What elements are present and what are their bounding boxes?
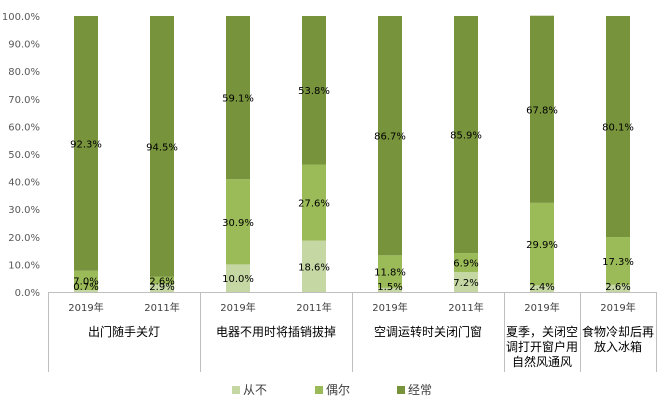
data-label: 7.0% — [73, 276, 98, 287]
y-tick-label: 0.0% — [15, 288, 40, 299]
data-label: 92.3% — [70, 139, 102, 150]
bar-segment — [606, 284, 630, 292]
y-axis: 0.0% 10.0% 20.0% 30.0% 40.0% 50.0% 60.0% 70.0% 8… — [2, 12, 40, 299]
bar-segment — [150, 16, 174, 277]
y-tick-label: 50.0% — [8, 150, 40, 161]
y-tick-label: 10.0% — [8, 260, 40, 271]
x-tick-label: 2011年 — [144, 301, 179, 314]
group-label: 食物冷却后再 — [582, 324, 654, 339]
bar-segment — [74, 270, 98, 291]
legend: 从不 偶尔 经常 — [232, 382, 432, 397]
bar-segment — [378, 287, 402, 292]
y-tick-label: 60.0% — [8, 122, 40, 133]
bar-segment — [606, 237, 630, 285]
data-label: 17.3% — [602, 257, 634, 268]
group-label: 调打开窗户用 — [506, 339, 578, 354]
data-label: 7.2% — [453, 278, 478, 289]
bar-segment — [74, 290, 98, 292]
legend-swatch — [232, 386, 240, 394]
y-tick-label: 30.0% — [8, 205, 40, 216]
bar-segment — [226, 264, 250, 292]
bar-segment — [530, 15, 554, 203]
data-label: 2.6% — [605, 282, 630, 293]
group-label: 放入冰箱 — [594, 339, 642, 354]
data-label: 1.5% — [377, 282, 402, 293]
y-tick-label: 40.0% — [8, 178, 40, 189]
bar-segment — [226, 179, 250, 265]
x-tick-label: 2019年 — [524, 301, 559, 314]
bar-segment — [226, 16, 250, 180]
legend-swatch — [397, 386, 405, 394]
bar-segment — [454, 16, 478, 254]
bar-segment — [378, 255, 402, 288]
data-label: 2.6% — [149, 276, 174, 287]
data-label: 0.7% — [73, 282, 98, 293]
group-label: 出门随手关灯 — [88, 324, 160, 339]
bar-segment — [150, 276, 174, 284]
group-label: 夏季，关闭空 — [506, 325, 578, 339]
x-tick-label: 2019年 — [220, 301, 255, 314]
legend-label: 偶尔 — [326, 382, 350, 397]
bars-layer — [74, 15, 630, 292]
y-tick-label: 90.0% — [8, 40, 40, 51]
bar-segment — [454, 272, 478, 292]
y-tick-label: 80.0% — [8, 67, 40, 78]
data-label: 11.8% — [374, 268, 406, 279]
data-label: 80.1% — [602, 123, 634, 134]
bar-segment — [302, 164, 326, 241]
bar-segment — [530, 285, 554, 292]
y-tick-label: 100.0% — [2, 12, 40, 23]
data-label: 10.0% — [222, 274, 254, 285]
bar-segment — [74, 16, 98, 271]
data-label: 29.9% — [526, 240, 558, 251]
bar-segment — [378, 16, 402, 256]
bar-segment — [454, 253, 478, 273]
data-label: 86.7% — [374, 132, 406, 143]
data-label: 6.9% — [453, 259, 478, 270]
x-tick-label: 2019年 — [600, 301, 635, 314]
bar-segment — [150, 283, 174, 292]
data-label: 94.5% — [146, 142, 178, 153]
group-label: 电器不用时将插销拔掉 — [216, 324, 336, 339]
data-label: 27.6% — [298, 199, 330, 210]
legend-label: 经常 — [408, 383, 432, 397]
data-label: 53.8% — [298, 86, 330, 97]
bar-segment — [530, 202, 554, 286]
y-tick-label: 70.0% — [8, 95, 40, 106]
bar-segment — [302, 16, 326, 165]
legend-label: 从不 — [243, 383, 267, 397]
data-label: 67.8% — [526, 105, 558, 116]
bar-segment — [606, 16, 630, 238]
data-label: 2.9% — [149, 282, 174, 293]
data-label: 59.1% — [222, 94, 254, 105]
y-tick-label: 20.0% — [8, 233, 40, 244]
bar-segment — [302, 240, 326, 292]
data-label: 2.4% — [529, 282, 554, 293]
legend-swatch — [315, 386, 323, 394]
group-label: 空调运转时关闭门窗 — [374, 324, 482, 339]
data-label: 18.6% — [298, 262, 330, 273]
x-tick-label: 2011年 — [448, 301, 483, 314]
data-label: 30.9% — [222, 218, 254, 229]
x-tick-label: 2011年 — [296, 301, 331, 314]
x-tick-label: 2019年 — [372, 301, 407, 314]
group-label: 自然风通风 — [512, 354, 572, 369]
data-label: 85.9% — [450, 131, 482, 142]
data-labels-layer: 0.7%7.0%92.3%2.9%2.6%94.5%10.0%30.9%59.1… — [70, 86, 634, 293]
x-tick-label: 2019年 — [68, 301, 103, 314]
